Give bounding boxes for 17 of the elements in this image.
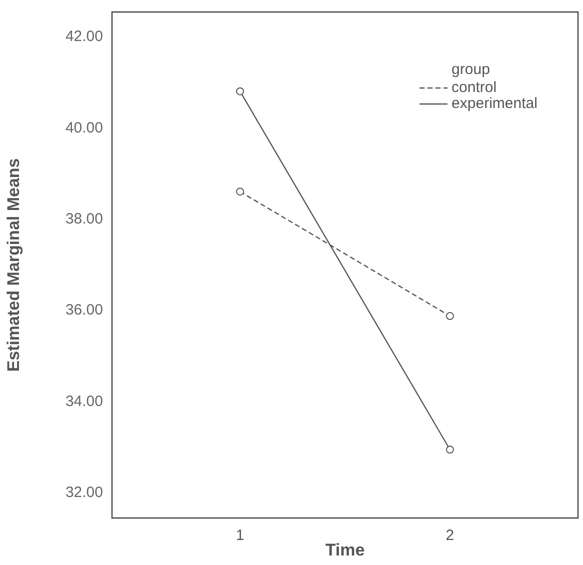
x-tick-label: 2	[446, 527, 454, 544]
legend-title: group	[452, 61, 490, 78]
x-axis-title: Time	[325, 540, 365, 560]
y-tick-label: 38.00	[65, 210, 103, 228]
point	[446, 446, 454, 454]
point	[446, 312, 454, 320]
x-tick-label: 1	[236, 527, 244, 544]
y-tick-label: 34.00	[65, 392, 103, 410]
y-tick-label: 40.00	[65, 119, 103, 136]
point	[236, 87, 244, 96]
point	[236, 188, 244, 196]
y-tick-label: 42.00	[65, 28, 103, 46]
legend-label: experimental	[452, 95, 538, 112]
y-tick-label: 36.00	[65, 302, 103, 319]
y-tick-label: 32.00	[65, 484, 103, 502]
y-axis-title: Estimated Marginal Means	[4, 158, 23, 372]
legend-label: control	[452, 79, 497, 96]
